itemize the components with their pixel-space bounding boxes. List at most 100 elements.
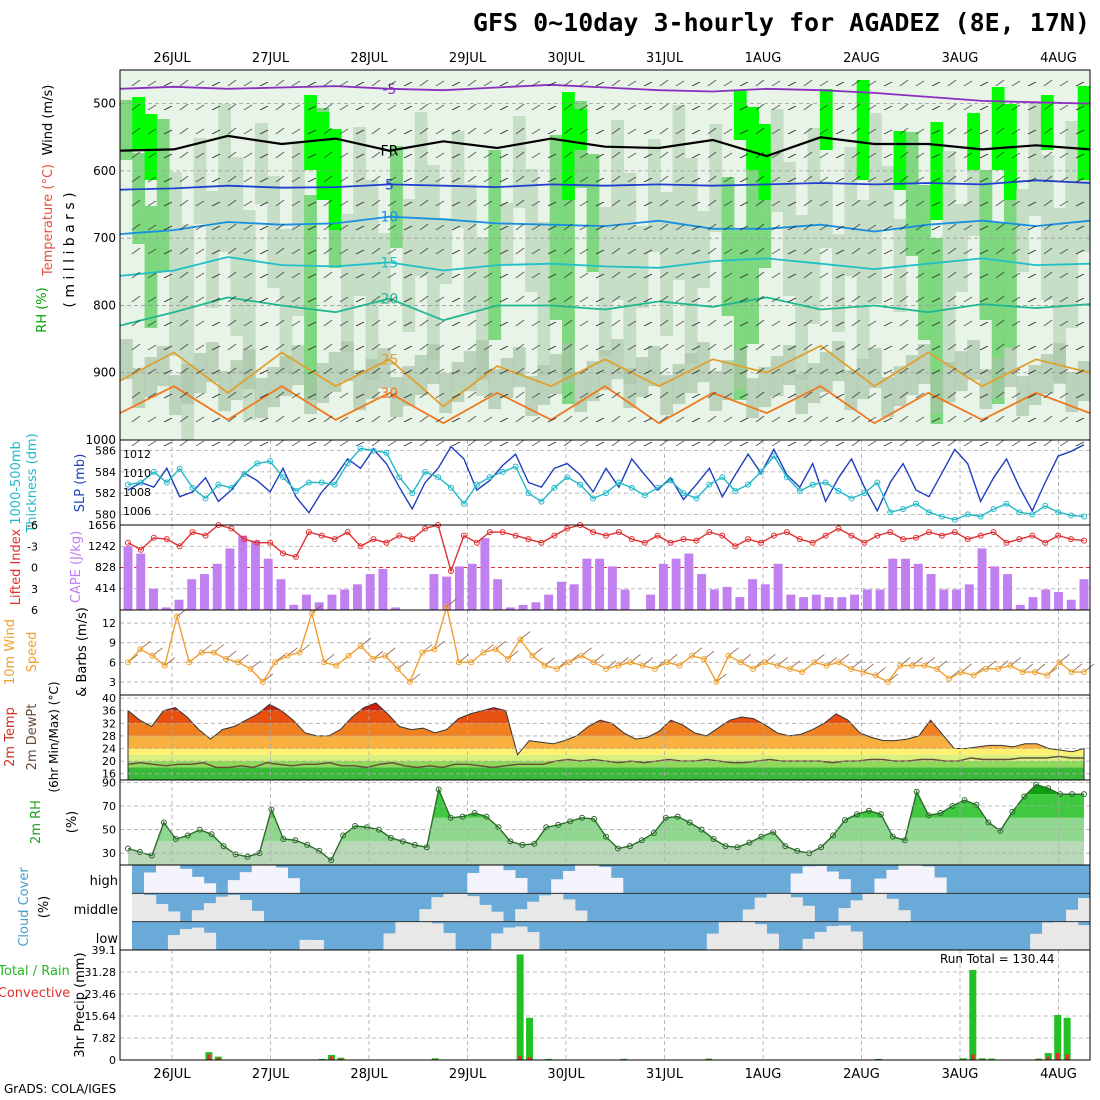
wind-barb (739, 369, 749, 375)
wind-barb (131, 295, 141, 303)
wind-barb (947, 367, 957, 375)
wind-barb (547, 345, 557, 351)
wind-barb (195, 440, 205, 447)
wind-barb (1075, 177, 1085, 183)
wind-barb (387, 128, 397, 135)
wind-barb (579, 392, 589, 399)
thickness-point (512, 463, 519, 470)
cape-bar (149, 588, 158, 610)
wind-barb (519, 631, 531, 640)
wind-barb (131, 247, 141, 255)
thickness-point (835, 488, 842, 494)
wind-barb (771, 272, 781, 279)
wind-barb (691, 369, 701, 375)
rh-shade-cell (230, 157, 244, 336)
rh-shade-cell (120, 100, 133, 160)
wind-barb (979, 225, 989, 231)
wind-barb (643, 393, 653, 399)
thickness-point (874, 479, 881, 486)
wind-speed-point (149, 652, 156, 659)
wind-barb (275, 319, 285, 327)
wind-barb (435, 272, 445, 279)
wind-barb (691, 297, 701, 303)
wind-barb (387, 368, 397, 375)
wind-barb (147, 440, 157, 447)
wind-barb (691, 393, 701, 399)
wind-barb (307, 177, 317, 183)
wind-barb (979, 345, 989, 351)
wind-barb (131, 175, 141, 183)
wind-barb (243, 128, 253, 135)
wind-speed-point (529, 652, 536, 659)
wind-barb (227, 103, 237, 111)
wind-barb (819, 392, 829, 399)
wind-barb (563, 439, 573, 447)
wind-barb (1011, 416, 1021, 423)
cape-bar (811, 594, 821, 610)
wind-barb (899, 151, 909, 159)
wind-barb (867, 368, 877, 375)
wind-barb (931, 105, 941, 111)
thickness-point (667, 477, 674, 484)
cloud-cell (479, 865, 492, 894)
lifted-index-point (486, 529, 493, 536)
wind-barb (803, 319, 813, 327)
thickness-point (964, 511, 971, 518)
wind-barb (835, 345, 845, 351)
lifted-index-point (667, 539, 674, 546)
thickness-point (745, 481, 752, 488)
wind-barb (1071, 663, 1082, 673)
wind-barb (201, 644, 212, 653)
wind-barb (595, 393, 605, 399)
date-label-bottom: 3AUG (942, 1067, 979, 1082)
wind-barb (675, 248, 685, 255)
cloud-unit-label: (%) (37, 896, 52, 919)
wind-speed-point (725, 652, 732, 659)
wind-barb (531, 224, 541, 231)
rh-low-cell (328, 352, 342, 393)
wind-barb (1059, 440, 1069, 447)
lifted-index-point (628, 536, 635, 543)
rh-low-cell (377, 348, 391, 389)
wind-barb (819, 248, 829, 255)
wind-barb (915, 392, 925, 399)
wind-barb (979, 177, 989, 183)
wind-barb (499, 129, 509, 135)
lifted-index-point (228, 525, 235, 532)
rh-low-cell (684, 353, 698, 394)
wind-barb (691, 81, 701, 87)
rh-shade-cell (144, 206, 158, 328)
cape-bar (391, 607, 401, 610)
wind-barb (147, 224, 157, 231)
thickness-point (990, 506, 997, 513)
wind-barb (339, 320, 349, 327)
wind-barb (1043, 439, 1053, 447)
wind-barb (179, 79, 189, 87)
wind-barb (211, 393, 221, 399)
wind-barb (867, 104, 877, 111)
rh-low-cell (1053, 343, 1066, 384)
wind-barb (515, 367, 525, 375)
rh-shade-cell (611, 120, 624, 300)
wind-barb (851, 343, 861, 351)
wind-barb (611, 199, 621, 207)
cloud-cell (838, 925, 851, 950)
precip-label-total: Total / Rain (0, 964, 70, 979)
wind-barb (147, 272, 157, 279)
wind-barb (595, 129, 605, 135)
rh-shade-cell (341, 214, 354, 352)
cloud-cell (718, 922, 732, 950)
wind-barb (723, 128, 733, 135)
cloud-cell (922, 866, 935, 894)
wind-barb (995, 103, 1005, 111)
wind-barb (755, 391, 765, 399)
wind-barb (723, 176, 733, 183)
wind-barb (563, 319, 573, 327)
wind-barb (963, 224, 973, 231)
credit-text: GrADS: COLA/IGES (4, 1082, 117, 1096)
isotherm-label: -5 (382, 82, 396, 98)
rh-low-cell (721, 360, 735, 401)
wind-barb (867, 176, 877, 183)
wind-barb (723, 440, 733, 447)
cloud-cell (1054, 921, 1067, 950)
